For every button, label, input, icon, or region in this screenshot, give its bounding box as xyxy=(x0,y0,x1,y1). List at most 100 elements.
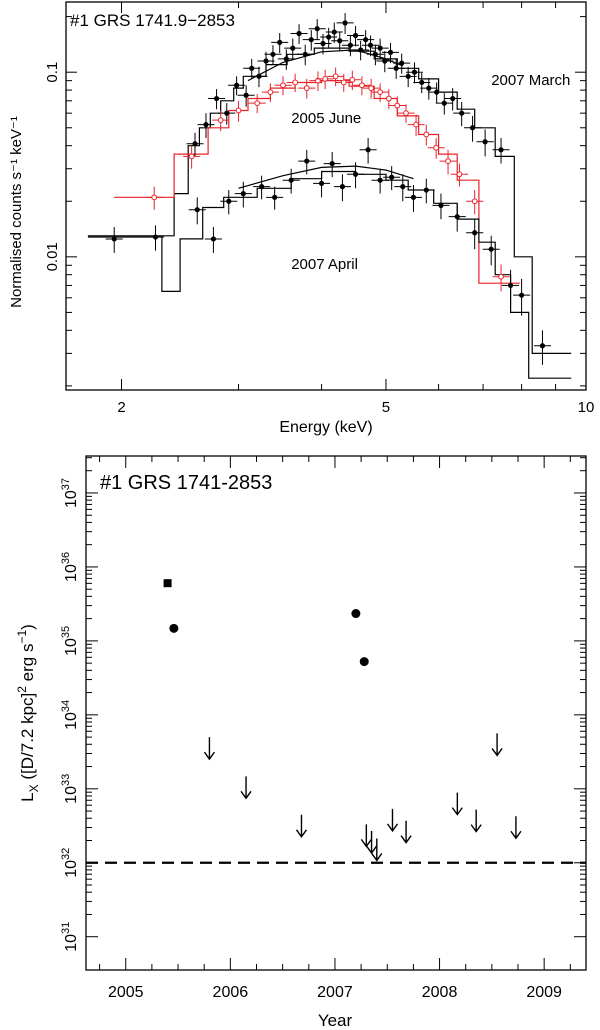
data-point xyxy=(240,191,246,197)
lum-tick-label: 1032 xyxy=(60,848,80,878)
data-point xyxy=(456,171,463,178)
year-tick-label: 2005 xyxy=(108,984,144,1001)
model-curve xyxy=(247,49,404,82)
data-point xyxy=(539,343,546,349)
data-point xyxy=(368,85,375,92)
spectrum-plot-frame xyxy=(65,1,587,391)
data-point xyxy=(411,69,418,75)
data-point xyxy=(426,85,432,91)
lum-tick-exponent: 36 xyxy=(60,552,72,564)
data-point xyxy=(234,82,240,88)
upper-limit-arrow xyxy=(400,820,412,844)
lum-tick-exponent: 31 xyxy=(60,922,72,934)
data-point xyxy=(226,198,232,204)
data-point xyxy=(400,184,406,190)
data-point xyxy=(519,292,525,298)
data-point xyxy=(210,236,217,242)
lum-tick-label: 1034 xyxy=(60,700,80,730)
lum-tick-exponent: 34 xyxy=(60,700,72,712)
year-tick-label: 2009 xyxy=(526,984,562,1001)
model-step-line xyxy=(114,80,520,284)
data-point xyxy=(399,60,405,66)
data-point xyxy=(224,110,230,116)
data-point xyxy=(507,282,514,289)
data-point xyxy=(340,79,347,86)
upper-limit-arrow xyxy=(470,809,482,833)
data-point xyxy=(469,125,476,131)
lightcurve-y-axis-label: LX ([D/7.2 kpc]2 erg s−1) xyxy=(15,624,41,802)
lum-tick-label: 1033 xyxy=(60,774,80,804)
data-point xyxy=(377,177,383,183)
ylabel-exponent: −1 xyxy=(15,630,29,644)
data-point xyxy=(403,110,409,117)
data-point xyxy=(365,147,371,153)
data-point xyxy=(304,158,310,164)
data-point xyxy=(243,92,249,98)
lightcurve-panel: #1 GRS 1741-2853 2005 2006 2007 2008 2009103… xyxy=(15,455,587,1030)
year-tick-label: 2006 xyxy=(213,984,249,1001)
data-point xyxy=(358,47,364,53)
lightcurve-title: #1 GRS 1741-2853 xyxy=(100,472,272,494)
data-point xyxy=(152,234,159,240)
data-point xyxy=(382,58,388,64)
data-point xyxy=(339,184,346,190)
data-point xyxy=(472,230,478,236)
y-tick-label: 0.1 xyxy=(44,62,61,83)
data-point xyxy=(394,102,401,109)
data-point xyxy=(292,79,299,86)
y-tick-label: 0.01 xyxy=(44,242,61,271)
lum-tick-base: 10 xyxy=(63,490,80,508)
data-point xyxy=(423,187,429,193)
data-point xyxy=(322,75,329,82)
data-point xyxy=(459,110,465,116)
data-point xyxy=(434,89,440,95)
data-point xyxy=(111,236,117,242)
data-point xyxy=(450,95,456,102)
data-point xyxy=(419,79,425,86)
data-point xyxy=(188,153,195,160)
data-point xyxy=(192,141,198,147)
data-point xyxy=(347,42,353,48)
data-point xyxy=(363,37,369,43)
data-point xyxy=(358,82,365,89)
data-point xyxy=(342,20,348,26)
lum-tick-base: 10 xyxy=(63,860,80,878)
spectrum-models xyxy=(87,47,572,379)
upper-limit-arrow xyxy=(295,814,308,838)
lum-tick-base: 10 xyxy=(63,786,80,804)
data-point xyxy=(438,202,444,208)
ylabel-close: ) xyxy=(18,624,37,630)
detection-square xyxy=(163,579,172,588)
data-point xyxy=(329,160,335,167)
lightcurve-plot-frame xyxy=(85,455,587,971)
upper-limit-arrow xyxy=(510,816,522,840)
data-point xyxy=(332,73,339,80)
upper-limit-arrow xyxy=(371,838,383,862)
spectrum-title: #1 GRS 1741.9−2853 xyxy=(70,11,235,30)
data-point xyxy=(235,107,242,114)
data-point xyxy=(498,273,504,280)
data-point xyxy=(314,26,320,32)
lx-symbol: L xyxy=(18,792,37,801)
spectrum-data xyxy=(105,13,552,365)
label-2007-march: 2007 March xyxy=(491,72,570,89)
data-point xyxy=(488,246,494,252)
lum-tick-base: 10 xyxy=(63,712,80,730)
data-point xyxy=(387,49,394,56)
upper-limit-arrow xyxy=(386,808,399,833)
data-point xyxy=(303,85,310,92)
lum-tick-label: 1035 xyxy=(60,626,80,656)
data-point xyxy=(377,45,383,51)
data-point xyxy=(194,207,200,213)
data-point xyxy=(270,51,276,57)
data-point xyxy=(413,121,419,128)
data-point xyxy=(203,122,209,128)
lx-subscript: X xyxy=(27,784,41,792)
upper-limit-arrow xyxy=(203,737,216,761)
data-point xyxy=(331,29,337,35)
spectrum-x-axis-label: Energy (keV) xyxy=(279,419,372,436)
data-point xyxy=(259,184,265,190)
spectrum-panel: #1 GRS 1741.9−2853 2 5 10 0.1 0.01 2007 Marc… xyxy=(8,1,594,436)
year-tick-label: 2008 xyxy=(422,984,458,1001)
data-point xyxy=(267,89,274,96)
